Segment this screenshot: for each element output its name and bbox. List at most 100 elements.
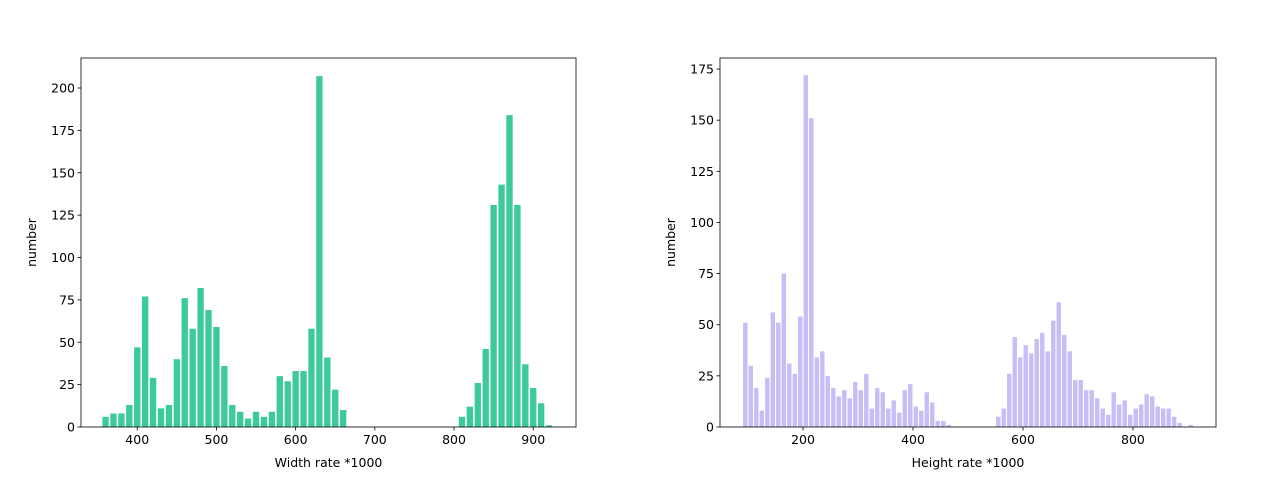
y-tick-label: 0 (67, 420, 75, 435)
bar (1023, 345, 1028, 427)
y-tick-label: 175 (690, 62, 714, 77)
bar (514, 204, 521, 427)
bar (149, 377, 157, 427)
y-tick-label: 75 (59, 292, 75, 307)
y-tick-label: 50 (59, 335, 75, 350)
bar (498, 184, 505, 427)
bar (260, 416, 268, 427)
bar (858, 390, 863, 427)
bar (924, 392, 929, 427)
bar (474, 382, 481, 427)
bar (1117, 404, 1122, 427)
bar (946, 424, 951, 427)
bar (332, 389, 339, 427)
bar (268, 411, 276, 427)
y-tick-label: 100 (690, 215, 714, 230)
x-tick-label: 600 (1011, 432, 1035, 447)
bar (1067, 351, 1072, 427)
x-tick-label: 500 (205, 432, 229, 447)
y-tick-label: 125 (51, 208, 75, 223)
bar (743, 322, 748, 427)
x-tick-label: 200 (791, 432, 815, 447)
bar (276, 376, 283, 427)
bar (1095, 398, 1100, 427)
bar (831, 388, 836, 427)
y-tick-label: 25 (59, 377, 75, 392)
y-tick-label: 175 (51, 123, 75, 138)
bar (930, 402, 935, 427)
bar (229, 404, 236, 427)
bar (814, 357, 819, 427)
axes-frame (719, 57, 1217, 428)
bar (875, 388, 880, 427)
bar (165, 404, 173, 427)
bar (324, 357, 331, 427)
bar (880, 392, 885, 427)
axes-frame (80, 57, 577, 428)
bar (1078, 379, 1083, 427)
bar (1177, 422, 1182, 427)
x-tick-label: 900 (521, 432, 545, 447)
bar (886, 408, 891, 427)
bar (1089, 390, 1094, 427)
bar (1150, 396, 1155, 427)
bar (482, 349, 489, 427)
bar (490, 204, 497, 427)
bar (1018, 357, 1023, 427)
bar (798, 316, 803, 427)
bar (506, 115, 513, 427)
x-tick-label: 600 (284, 432, 308, 447)
y-tick-label: 100 (51, 250, 75, 265)
bar (902, 390, 907, 427)
bar (803, 75, 808, 427)
bar (339, 410, 347, 427)
bar (1100, 408, 1105, 427)
bar (1161, 408, 1166, 427)
bar (300, 371, 307, 427)
y-tick-label: 75 (698, 266, 714, 281)
bar (126, 404, 133, 427)
bar (1045, 351, 1050, 427)
bar (458, 416, 466, 427)
y-tick-label: 200 (51, 81, 75, 96)
bar (1166, 408, 1171, 427)
bar (284, 381, 291, 427)
y-tick-label: 150 (690, 113, 714, 128)
bar (781, 273, 786, 427)
bar (825, 375, 830, 427)
bar (118, 413, 125, 427)
bar (913, 406, 918, 427)
bar (1188, 424, 1193, 427)
bar (1122, 400, 1127, 427)
y-tick-label: 50 (698, 317, 714, 332)
bar (205, 310, 212, 427)
bar (770, 312, 775, 427)
bar (759, 410, 764, 427)
y-tick-label: 150 (51, 165, 75, 180)
bar (853, 382, 858, 427)
bar (110, 413, 117, 427)
bar (530, 388, 537, 427)
bar (809, 118, 814, 428)
bar (935, 420, 940, 427)
bar (173, 359, 180, 427)
y-tick-label: 25 (698, 368, 714, 383)
x-tick-label: 400 (125, 432, 149, 447)
bar (1084, 390, 1089, 427)
bar (919, 410, 924, 427)
bar (776, 322, 781, 427)
y-tick-label: 125 (690, 164, 714, 179)
bar (869, 408, 874, 427)
bar (787, 363, 792, 427)
x-axis-label: Height rate *1000 (912, 455, 1025, 470)
x-tick-label: 800 (442, 432, 466, 447)
bar (213, 326, 220, 427)
bar (545, 425, 553, 427)
y-axis-label: number (24, 217, 39, 267)
bar (847, 398, 852, 427)
bar (292, 371, 299, 427)
bar (908, 384, 913, 427)
bar (181, 298, 188, 427)
bar (252, 411, 260, 427)
